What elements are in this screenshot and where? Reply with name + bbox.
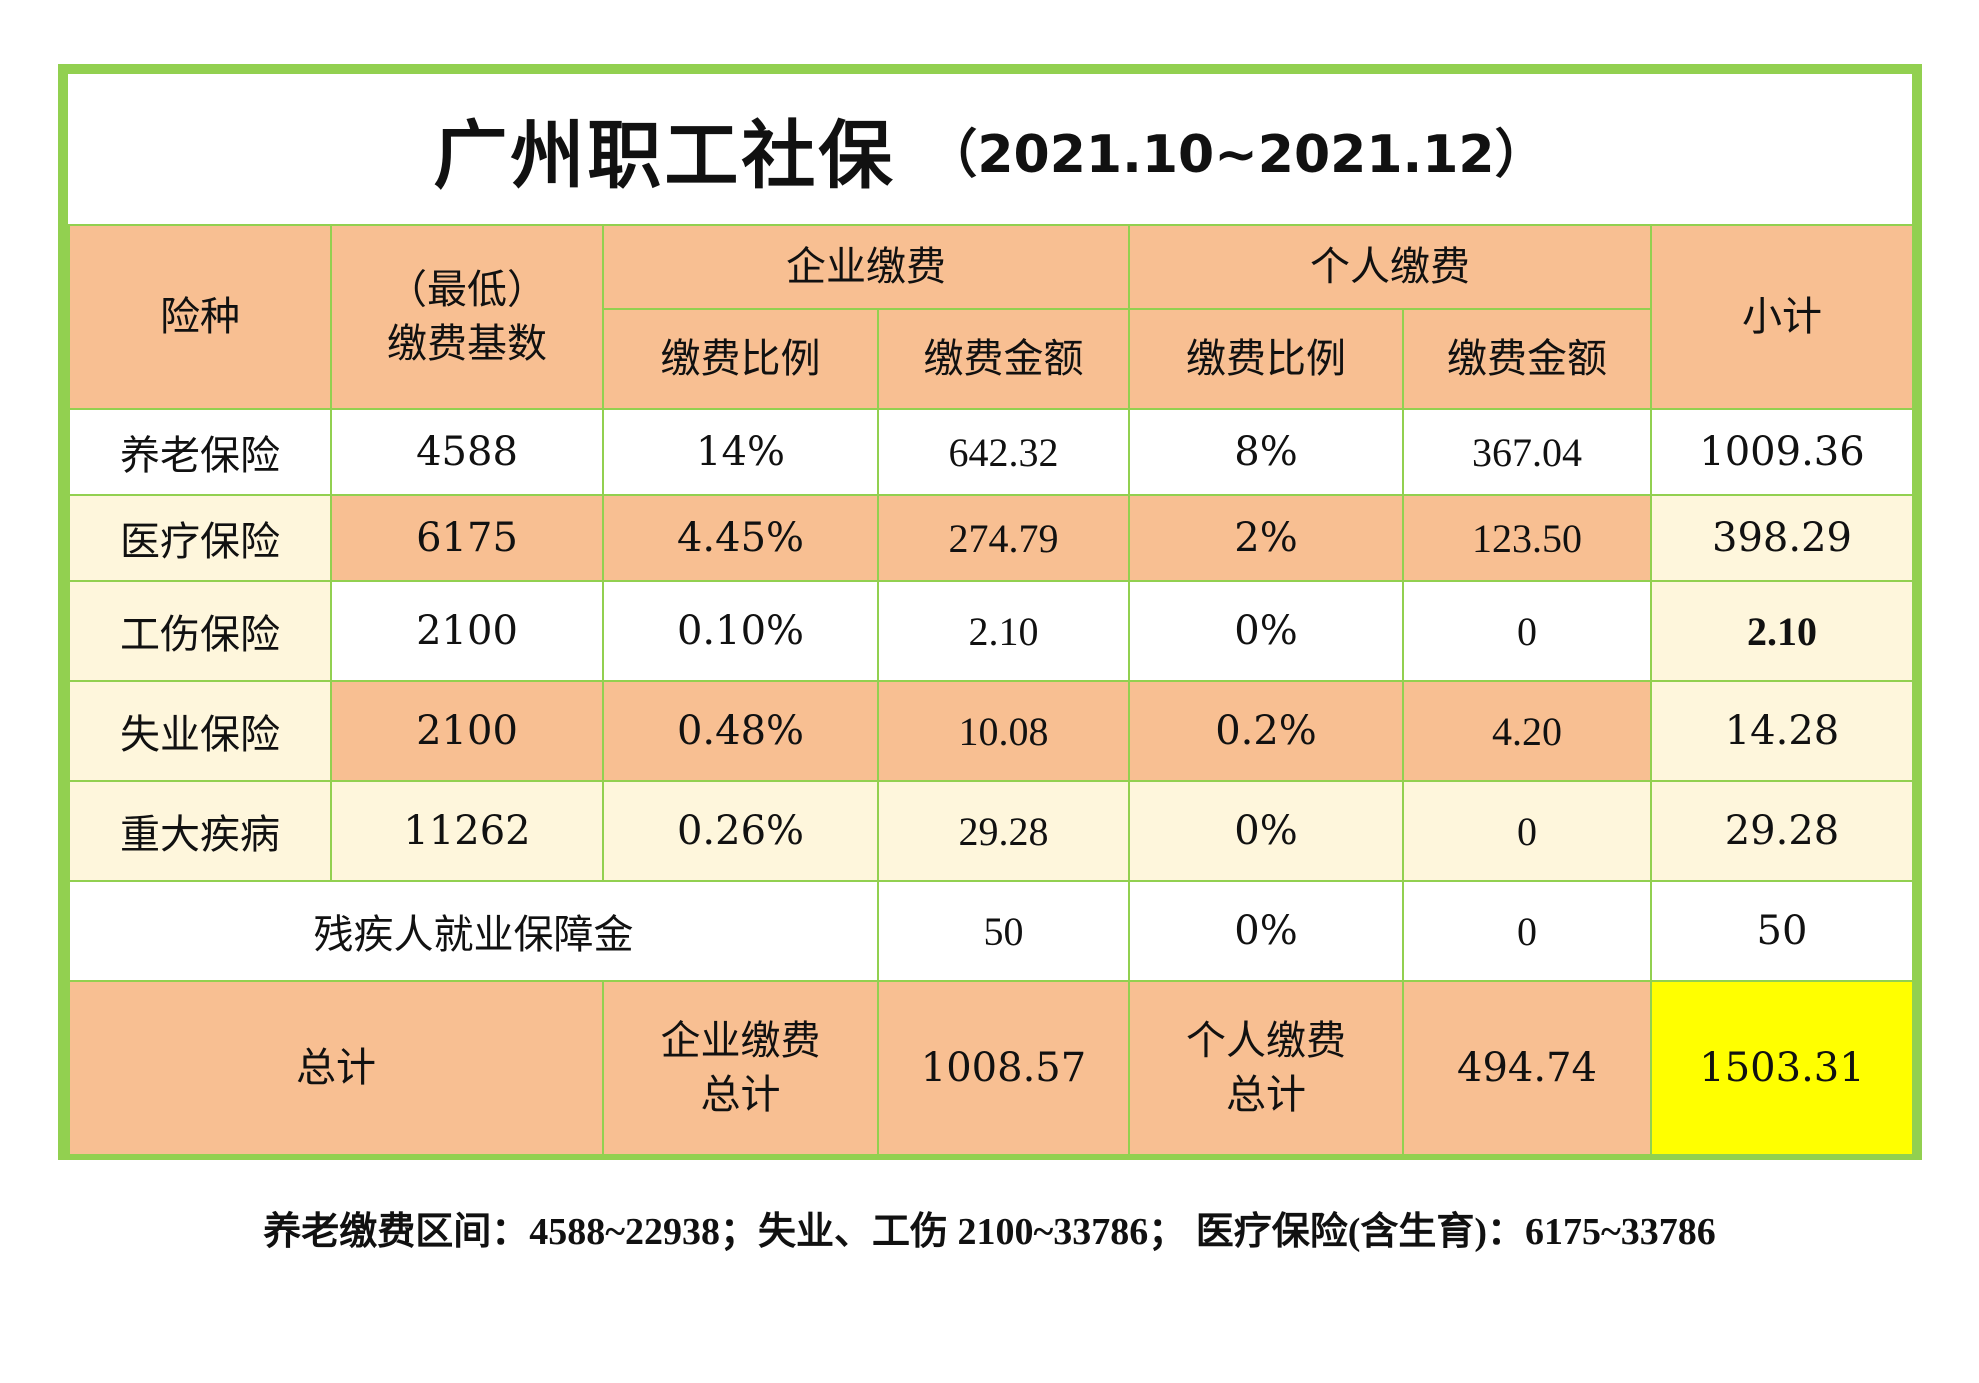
page-title: 广州职工社保 （2021.10~2021.12） [68, 74, 1912, 224]
header-ent-amount: 缴费金额 [877, 308, 1130, 410]
row-per-ratio: 0% [1128, 780, 1404, 882]
per-total-label: 个人缴费 总计 [1128, 980, 1404, 1156]
ent-total-label-1: 企业缴费 [660, 1018, 821, 1064]
row-subtotal: 398.29 [1650, 494, 1914, 582]
row-ent-ratio: 0.26% [602, 780, 879, 882]
disability-subtotal: 50 [1650, 880, 1914, 982]
header-base: （最低） 缴费基数 [330, 224, 604, 410]
ent-total-label-2: 总计 [700, 1072, 781, 1118]
disability-ent-amount: 50 [877, 880, 1130, 982]
row-per-amount: 123.50 [1402, 494, 1652, 582]
row-name: 医疗保险 [68, 494, 332, 582]
row-per-ratio: 0% [1128, 580, 1404, 682]
table-row: 养老保险 4588 14% 642.32 8% 367.04 1009.36 [68, 408, 1914, 496]
table-row: 失业保险 2100 0.48% 10.08 0.2% 4.20 14.28 [68, 680, 1914, 782]
row-subtotal: 1009.36 [1650, 408, 1914, 496]
grand-total: 1503.31 [1650, 980, 1914, 1156]
header-enterprise: 企业缴费 [602, 224, 1130, 310]
row-ent-amount: 274.79 [877, 494, 1130, 582]
row-ent-amount: 642.32 [877, 408, 1130, 496]
row-base: 2100 [330, 580, 604, 682]
header-per-amount: 缴费金额 [1402, 308, 1652, 410]
row-ent-amount: 10.08 [877, 680, 1130, 782]
ent-total-label: 企业缴费 总计 [602, 980, 879, 1156]
insurance-table-frame: 广州职工社保 （2021.10~2021.12） 险种 （最低） 缴费基数 企业… [58, 64, 1922, 1160]
header-subtotal: 小计 [1650, 224, 1914, 410]
row-ent-ratio: 0.48% [602, 680, 879, 782]
per-total-label-1: 个人缴费 [1186, 1018, 1346, 1064]
disability-name: 残疾人就业保障金 [68, 880, 879, 982]
table-row: 医疗保险 6175 4.45% 274.79 2% 123.50 398.29 [68, 494, 1914, 582]
header-per-ratio: 缴费比例 [1128, 308, 1404, 410]
title-main: 广州职工社保 [433, 112, 896, 199]
header-personal: 个人缴费 [1128, 224, 1652, 310]
row-subtotal: 14.28 [1650, 680, 1914, 782]
row-subtotal: 29.28 [1650, 780, 1914, 882]
row-ent-amount: 29.28 [877, 780, 1130, 882]
row-per-ratio: 8% [1128, 408, 1404, 496]
row-base: 11262 [330, 780, 604, 882]
row-name: 工伤保险 [68, 580, 332, 682]
header-type: 险种 [68, 224, 332, 410]
row-ent-ratio: 4.45% [602, 494, 879, 582]
row-per-amount: 367.04 [1402, 408, 1652, 496]
header-base-line2: 缴费基数 [387, 321, 547, 367]
row-ent-ratio: 0.10% [602, 580, 879, 682]
table-row: 重大疾病 11262 0.26% 29.28 0% 0 29.28 [68, 780, 1914, 882]
row-name: 养老保险 [68, 408, 332, 496]
title-period: （2021.10~2021.12） [925, 124, 1547, 185]
disability-row: 残疾人就业保障金 50 0% 0 50 [68, 880, 1914, 982]
total-label: 总计 [68, 980, 604, 1156]
insurance-table: 险种 （最低） 缴费基数 企业缴费 个人缴费 小计 缴费比例 缴费金额 缴费比例… [68, 224, 1914, 1156]
per-total-label-2: 总计 [1226, 1072, 1306, 1118]
disability-per-amount: 0 [1402, 880, 1652, 982]
disability-per-ratio: 0% [1128, 880, 1404, 982]
header-base-line1: （最低） [387, 267, 547, 313]
row-per-amount: 0 [1402, 780, 1652, 882]
ent-total-value: 1008.57 [877, 980, 1130, 1156]
total-row: 总计 企业缴费 总计 1008.57 个人缴费 总计 494.74 1503.3… [68, 980, 1914, 1156]
row-per-ratio: 2% [1128, 494, 1404, 582]
row-base: 6175 [330, 494, 604, 582]
row-name: 失业保险 [68, 680, 332, 782]
header-ent-ratio: 缴费比例 [602, 308, 879, 410]
row-name: 重大疾病 [68, 780, 332, 882]
contribution-range-note: 养老缴费区间：4588~22938；失业、工伤 2100~33786； 医疗保险… [263, 1211, 1716, 1253]
row-ent-ratio: 14% [602, 408, 879, 496]
row-per-ratio: 0.2% [1128, 680, 1404, 782]
row-per-amount: 0 [1402, 580, 1652, 682]
row-base: 2100 [330, 680, 604, 782]
per-total-value: 494.74 [1402, 980, 1652, 1156]
row-per-amount: 4.20 [1402, 680, 1652, 782]
row-base: 4588 [330, 408, 604, 496]
table-row: 工伤保险 2100 0.10% 2.10 0% 0 2.10 [68, 580, 1914, 682]
row-ent-amount: 2.10 [877, 580, 1130, 682]
row-subtotal: 2.10 [1650, 580, 1914, 682]
